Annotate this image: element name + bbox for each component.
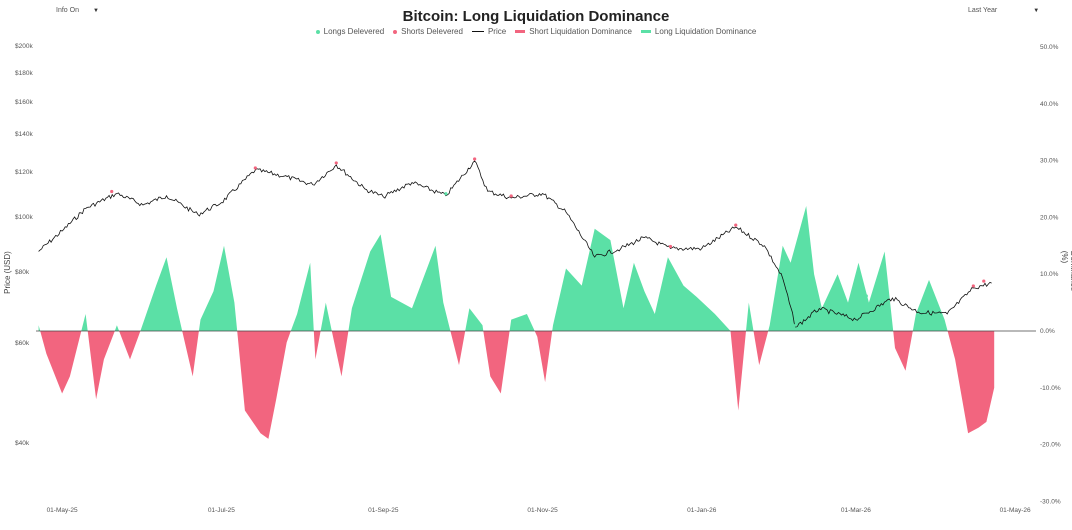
shorts-delevered-marker <box>509 194 513 198</box>
y-right-tick-label: 40.0% <box>1040 101 1059 108</box>
chart-title: Bitcoin: Long Liquidation Dominance <box>402 8 670 25</box>
y-right-tick-label: 0.0% <box>1040 328 1055 335</box>
y-left-tick-label: $60k <box>15 340 30 347</box>
y-right-tick-label: -10.0% <box>1040 385 1061 392</box>
info-dropdown-label: Info On <box>56 7 79 14</box>
longs-delevered-marker <box>864 294 868 298</box>
longs-delevered-marker <box>794 323 798 327</box>
legend-label: Shorts Delevered <box>401 27 463 36</box>
y-left-tick-label: $200k <box>15 43 33 50</box>
y-left-tick-label: $140k <box>15 131 33 138</box>
x-tick-label: 01-May-25 <box>47 507 78 514</box>
legend-swatch-icon <box>640 30 651 33</box>
shorts-delevered-marker <box>473 157 477 161</box>
range-dropdown-label: Last Year <box>968 7 998 14</box>
y-left-tick-label: $100k <box>15 214 33 221</box>
x-tick-label: 01-Jul-25 <box>208 507 235 514</box>
x-tick-label: 01-May-26 <box>1000 507 1031 514</box>
x-tick-label: 01-Jan-26 <box>687 507 717 514</box>
chevron-down-icon: ▼ <box>92 7 99 14</box>
y-left-tick-label: $160k <box>15 99 33 106</box>
shorts-delevered-marker <box>668 244 673 249</box>
legend-longs-delevered[interactable]: Longs Delevered <box>315 27 385 36</box>
y-left-tick-label: $40k <box>15 440 30 447</box>
y-right-tick-label: 10.0% <box>1040 271 1059 278</box>
legend-label: Longs Delevered <box>323 27 385 36</box>
shorts-delevered-marker <box>734 223 738 227</box>
y-right-tick-label: -20.0% <box>1040 442 1061 449</box>
legend-short-liq-dominance[interactable]: Short Liquidation Dominance <box>515 27 632 36</box>
short-liquidation-dominance-area <box>38 331 995 439</box>
y-right-tick-label: -30.0% <box>1040 498 1061 505</box>
shorts-delevered-marker <box>110 189 114 194</box>
legend-label: Price <box>487 27 507 36</box>
x-tick-label: 01-Sep-25 <box>368 507 399 514</box>
chevron-down-icon: ▼ <box>1033 7 1040 14</box>
price-line <box>38 160 992 328</box>
legend-label: Short Liquidation Dominance <box>529 27 632 36</box>
shorts-delevered-marker <box>982 279 986 283</box>
legend-long-liq-dominance[interactable]: Long Liquidation Dominance <box>640 27 757 36</box>
info-dropdown[interactable]: Info On ▼ <box>56 7 99 14</box>
shorts-delevered-marker <box>971 284 975 288</box>
legend-shorts-delevered[interactable]: Shorts Delevered <box>393 27 463 36</box>
legend-label: Long Liquidation Dominance <box>654 27 757 36</box>
range-dropdown[interactable]: Last Year ▼ <box>968 7 1039 14</box>
x-tick-label: 01-Nov-25 <box>527 507 558 514</box>
y-right-tick-label: 30.0% <box>1040 158 1059 165</box>
longs-delevered-marker <box>444 192 448 196</box>
legend: Longs Delevered Shorts Delevered Price S… <box>0 27 1072 36</box>
y-left-tick-label: $120k <box>15 169 33 176</box>
legend-price[interactable]: Price <box>471 27 507 36</box>
y-left-tick-label: $180k <box>15 70 33 77</box>
y-right-tick-label: 50.0% <box>1040 44 1059 51</box>
legend-swatch-icon <box>515 30 526 33</box>
y-left-tick-label: $80k <box>15 269 30 276</box>
x-tick-label: 01-Mar-26 <box>841 507 871 514</box>
shorts-delevered-marker <box>253 166 257 170</box>
long-liquidation-dominance-area <box>38 206 995 331</box>
legend-swatch-icon <box>393 29 398 34</box>
shorts-delevered-marker <box>334 161 338 165</box>
legend-swatch-icon <box>471 31 484 32</box>
y-right-tick-label: 20.0% <box>1040 214 1059 221</box>
legend-swatch-icon <box>315 29 320 34</box>
